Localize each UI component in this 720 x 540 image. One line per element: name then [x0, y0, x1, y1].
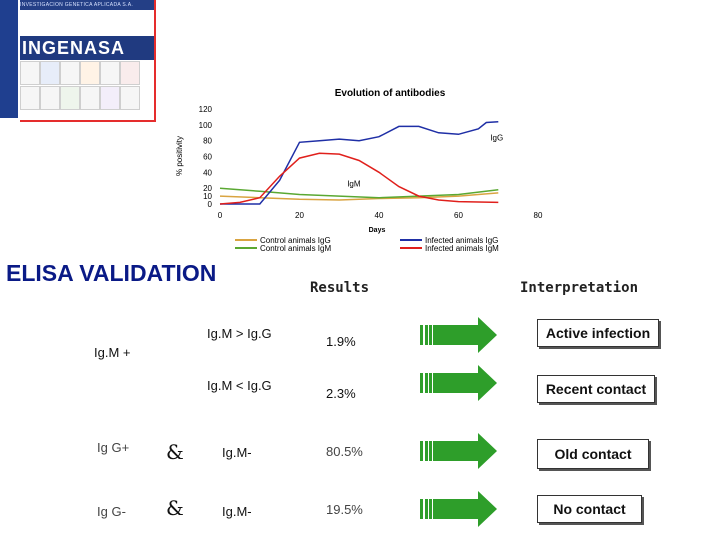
result-percentage: 19.5%	[326, 502, 363, 517]
thumbnail-image	[20, 61, 40, 85]
y-axis-label: % positivity	[175, 136, 184, 176]
thumbnail-image	[120, 61, 140, 85]
igm-lt-igg-label: Ig.M < Ig.G	[207, 378, 272, 393]
thumbnail-image	[60, 86, 80, 110]
ampersand-symbol: &	[166, 440, 184, 464]
antibody-chart-svg: Evolution of antibodies % positivity Days 0…	[175, 88, 543, 253]
legend-label: Infected animals IgG	[425, 236, 498, 245]
ingenasa-logo: INGENASA	[20, 36, 154, 60]
x-tick-label: 80	[534, 211, 543, 220]
series-line-control-animals-igg	[219, 192, 499, 201]
page-title: ELISA VALIDATION	[6, 260, 217, 286]
brand-strip-text: INVESTIGACION GENETICA APLICADA S.A.	[20, 0, 154, 10]
y-tick-label: 0	[208, 200, 213, 209]
interpretation-old-contact: Old contact	[537, 439, 649, 469]
result-percentage: 80.5%	[326, 444, 363, 459]
series-line-infected-animals-igg	[220, 120, 499, 205]
brand-divider-vertical	[154, 0, 156, 122]
thumbnail-image	[20, 86, 40, 110]
interpretation-recent-contact: Recent contact	[537, 375, 655, 403]
legend-label: Infected animals IgM	[425, 244, 499, 253]
thumbnail-image	[40, 86, 60, 110]
results-header: Results	[310, 280, 370, 296]
green-arrow-icon	[420, 317, 497, 353]
x-tick-label: 60	[454, 211, 463, 220]
brand-divider-horizontal	[20, 120, 156, 122]
igg-positive-label: Ig G+	[97, 440, 130, 455]
interpretation-header: Interpretation	[520, 280, 639, 296]
result-percentage: 1.9%	[326, 334, 356, 349]
igm-negative-label: Ig.M-	[222, 445, 252, 460]
thumbnail-image	[100, 61, 120, 85]
x-axis-label: Days	[369, 227, 386, 234]
igm-negative-label: Ig.M-	[222, 504, 252, 519]
x-tick-label: 20	[295, 211, 304, 220]
y-tick-label: 20	[203, 184, 212, 193]
green-arrow-icon	[420, 365, 497, 401]
thumbnail-image	[80, 61, 100, 85]
green-arrow-icon	[420, 433, 497, 469]
interpretation-no-contact: No contact	[537, 495, 642, 523]
y-tick-label: 40	[203, 168, 212, 177]
result-percentage: 2.3%	[326, 386, 356, 401]
y-tick-label: 120	[199, 105, 213, 114]
legend-label: Control animals IgG	[260, 236, 331, 245]
thumbnail-image	[100, 86, 120, 110]
series-annotation: IgG	[490, 134, 503, 143]
series-annotation: IgM	[347, 180, 361, 189]
y-tick-label: 10	[203, 192, 212, 201]
chart-title: Evolution of antibodies	[335, 88, 446, 99]
y-tick-label: 100	[199, 121, 213, 130]
y-tick-label: 80	[203, 137, 212, 146]
green-arrow-icon	[420, 491, 497, 527]
thumbnail-image	[80, 86, 100, 110]
x-tick-label: 40	[375, 211, 384, 220]
igg-negative-label: Ig G-	[97, 504, 126, 519]
brand-thumbnail-row	[20, 60, 154, 85]
series-line-control-animals-igm	[219, 187, 499, 199]
legend-label: Control animals IgM	[260, 244, 331, 253]
interpretation-active-infection: Active infection	[537, 319, 659, 347]
igm-gt-igg-label: Ig.M > Ig.G	[207, 326, 272, 341]
series-line-infected-animals-igm	[219, 152, 499, 205]
thumbnail-image	[40, 61, 60, 85]
y-tick-label: 60	[203, 153, 212, 162]
brand-thumbnail-row	[20, 86, 154, 110]
thumbnail-image	[120, 86, 140, 110]
antibody-chart: Evolution of antibodies % positivity Days 0…	[160, 80, 564, 260]
ampersand-symbol: &	[166, 496, 184, 520]
brand-sidebar-bar	[0, 0, 18, 118]
x-tick-label: 0	[218, 211, 223, 220]
igm-positive-label: Ig.M +	[94, 345, 131, 360]
thumbnail-image	[60, 61, 80, 85]
